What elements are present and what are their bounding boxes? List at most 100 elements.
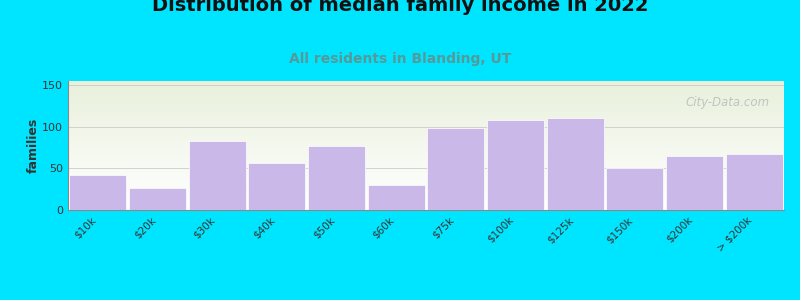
Bar xyxy=(68,117,784,118)
Bar xyxy=(68,120,784,121)
Bar xyxy=(68,181,784,182)
Bar xyxy=(68,110,784,111)
Bar xyxy=(68,186,784,187)
Bar xyxy=(68,138,784,139)
Bar xyxy=(68,140,784,141)
Bar xyxy=(68,173,784,174)
Bar xyxy=(68,180,784,181)
Bar xyxy=(68,82,784,83)
Bar xyxy=(68,95,784,96)
Bar xyxy=(68,97,784,98)
Bar xyxy=(68,184,784,185)
Bar xyxy=(68,136,784,137)
Bar xyxy=(68,94,784,95)
Bar xyxy=(189,141,246,210)
Text: City-Data.com: City-Data.com xyxy=(686,97,770,110)
Bar xyxy=(68,163,784,164)
Bar xyxy=(68,196,784,197)
Bar xyxy=(68,193,784,194)
Bar xyxy=(68,89,784,90)
Bar xyxy=(68,141,784,142)
Bar xyxy=(129,188,186,210)
Bar xyxy=(68,109,784,110)
Bar xyxy=(68,207,784,208)
Bar xyxy=(68,158,784,159)
Bar xyxy=(68,172,784,173)
Bar xyxy=(308,146,365,210)
Bar xyxy=(68,125,784,126)
Bar xyxy=(68,208,784,209)
Bar xyxy=(68,183,784,184)
Bar xyxy=(726,154,782,210)
Bar xyxy=(68,145,784,146)
Bar xyxy=(68,185,784,186)
Bar xyxy=(68,150,784,151)
Text: Distribution of median family income in 2022: Distribution of median family income in … xyxy=(152,0,648,15)
Bar xyxy=(68,161,784,162)
Bar xyxy=(68,147,784,148)
Bar xyxy=(68,107,784,108)
Bar xyxy=(68,119,784,120)
Bar xyxy=(68,159,784,160)
Bar xyxy=(68,88,784,89)
Bar xyxy=(68,100,784,101)
Bar xyxy=(68,99,784,100)
Bar xyxy=(68,197,784,198)
Bar xyxy=(68,122,784,123)
Bar xyxy=(68,129,784,130)
Bar xyxy=(68,171,784,172)
Bar xyxy=(68,139,784,140)
Bar xyxy=(70,175,126,210)
Bar xyxy=(68,93,784,94)
Bar xyxy=(68,188,784,189)
Bar xyxy=(68,123,784,124)
Bar xyxy=(68,151,784,152)
Bar xyxy=(68,169,784,170)
Bar xyxy=(68,101,784,102)
Bar xyxy=(68,176,784,177)
Bar xyxy=(68,164,784,165)
Bar xyxy=(249,163,305,210)
Bar xyxy=(68,175,784,176)
Bar xyxy=(68,98,784,99)
Bar xyxy=(68,113,784,114)
Bar xyxy=(427,128,484,210)
Bar xyxy=(68,106,784,107)
Bar xyxy=(68,133,784,134)
Bar xyxy=(68,199,784,200)
Bar xyxy=(68,187,784,188)
Bar xyxy=(68,178,784,179)
Bar xyxy=(68,105,784,106)
Bar xyxy=(68,202,784,203)
Bar xyxy=(68,92,784,93)
Bar xyxy=(68,90,784,91)
Bar xyxy=(68,170,784,171)
Bar xyxy=(68,134,784,135)
Bar xyxy=(68,103,784,104)
Bar xyxy=(68,192,784,193)
Bar xyxy=(68,81,784,82)
Bar xyxy=(68,137,784,138)
Bar xyxy=(68,124,784,125)
Bar xyxy=(68,130,784,131)
Bar xyxy=(68,160,784,161)
Bar xyxy=(68,206,784,207)
Bar xyxy=(68,167,784,168)
Bar xyxy=(68,204,784,205)
Bar xyxy=(68,200,784,201)
Bar xyxy=(68,143,784,144)
Bar xyxy=(68,153,784,154)
Bar xyxy=(68,156,784,157)
Bar xyxy=(68,135,784,136)
Bar xyxy=(666,156,723,210)
Bar xyxy=(68,91,784,92)
Bar xyxy=(68,203,784,204)
Bar xyxy=(68,152,784,153)
Bar xyxy=(68,155,784,156)
Bar xyxy=(68,102,784,103)
Bar xyxy=(68,195,784,196)
Bar xyxy=(68,169,784,170)
Bar xyxy=(68,116,784,117)
Bar xyxy=(487,120,544,210)
Bar xyxy=(68,209,784,210)
